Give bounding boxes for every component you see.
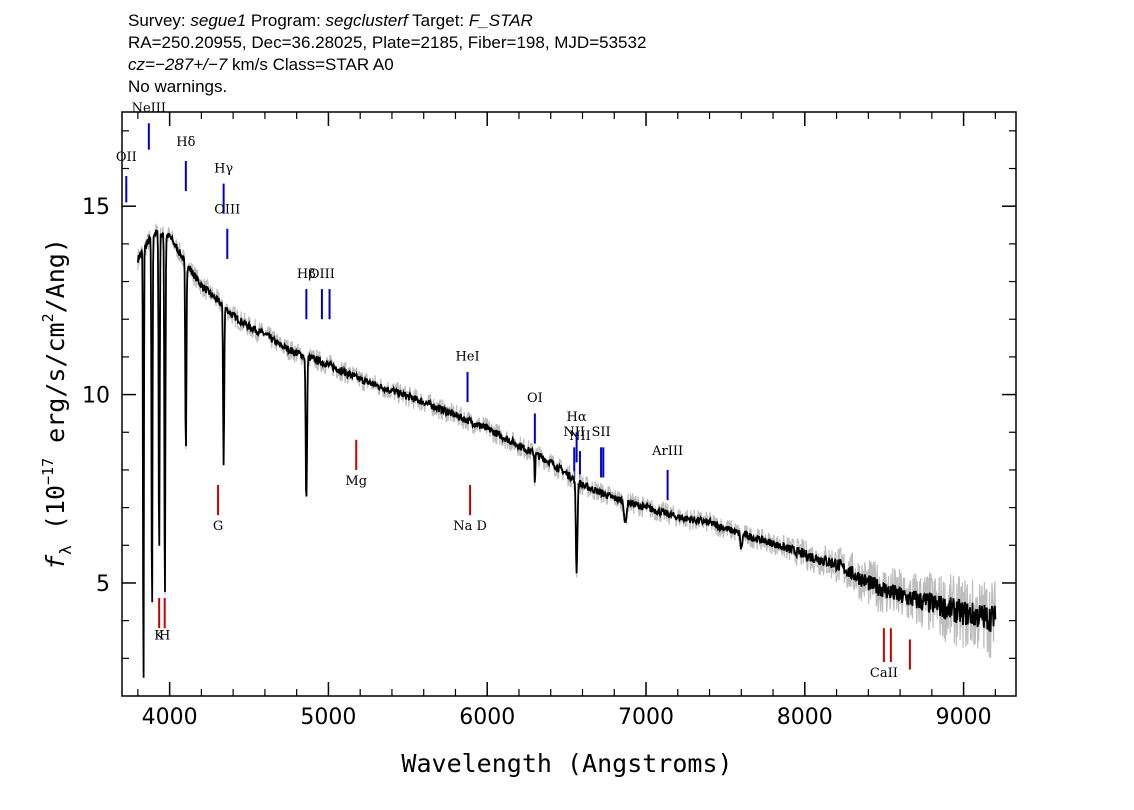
line-marker-label: Na D [453,519,487,534]
x-tick-label: 7000 [618,705,674,730]
line-marker-label: NII [569,429,591,444]
redshift-class: km/s Class=STAR A0 [227,55,394,74]
spectrum-flux-line [137,229,997,678]
spectrum-series [137,223,997,678]
line-marker-label: Hβ [297,267,316,282]
line-marker-label: OIII [214,203,240,218]
line-marker-label: H [159,628,170,643]
line-marker-label: OIII [309,267,335,282]
header-line-survey: Survey: segue1 Program: segclusterf Targ… [128,10,646,32]
line-marker-label: NII [563,425,585,440]
spectrum-header: Survey: segue1 Program: segclusterf Targ… [128,10,646,98]
survey-label: Survey: [128,11,186,30]
line-marker-label: Hγ [214,161,233,176]
x-tick-label: 4000 [142,705,198,730]
line-marker-label: G [213,519,223,534]
line-marker-label: K [154,628,164,643]
header-line-redshift: cz=−287+/−7 km/s Class=STAR A0 [128,54,646,76]
program-label: Program: [250,11,321,30]
spectrum-error-trace [137,223,996,674]
program-value: segclusterf [325,11,408,30]
y-axis-title: fλ (10−17 erg/s/cm2/Ang) [39,238,75,570]
line-marker-label: OI [527,391,543,406]
x-tick-label: 5000 [300,705,356,730]
y-tick-label: 10 [82,384,110,409]
survey-value: segue1 [190,11,247,30]
redshift-value: cz=−287+/−7 [128,55,228,74]
line-marker-label: CaII [870,666,898,681]
y-tick-label: 15 [82,195,110,220]
line-marker-label: ArIII [651,444,683,459]
line-marker-label: Hδ [176,135,195,150]
plot-frame [121,111,1017,697]
line-marker-label: NeIII [132,101,166,116]
x-tick-label: 9000 [936,705,992,730]
target-label: Target: [412,11,465,30]
x-tick-label: 6000 [459,705,515,730]
line-marker-label: Hα [567,410,587,425]
target-value: F_STAR [468,11,533,30]
axis-ticks: 4000 5000 6000 7000 8000 9000 5 10 15 [82,112,1016,730]
line-marker-label: HeI [455,350,479,365]
header-line-warnings: No warnings. [128,77,228,96]
header-line-coordinates: RA=250.20955, Dec=36.28025, Plate=2185, … [128,33,647,52]
line-marker-label: SII [591,425,610,440]
x-axis-title: Wavelength (Angstroms) [401,749,732,778]
line-marker-label: Mg [345,474,367,489]
x-tick-label: 8000 [777,705,833,730]
y-tick-label: 5 [96,572,110,597]
line-marker-label: OII [116,150,137,165]
